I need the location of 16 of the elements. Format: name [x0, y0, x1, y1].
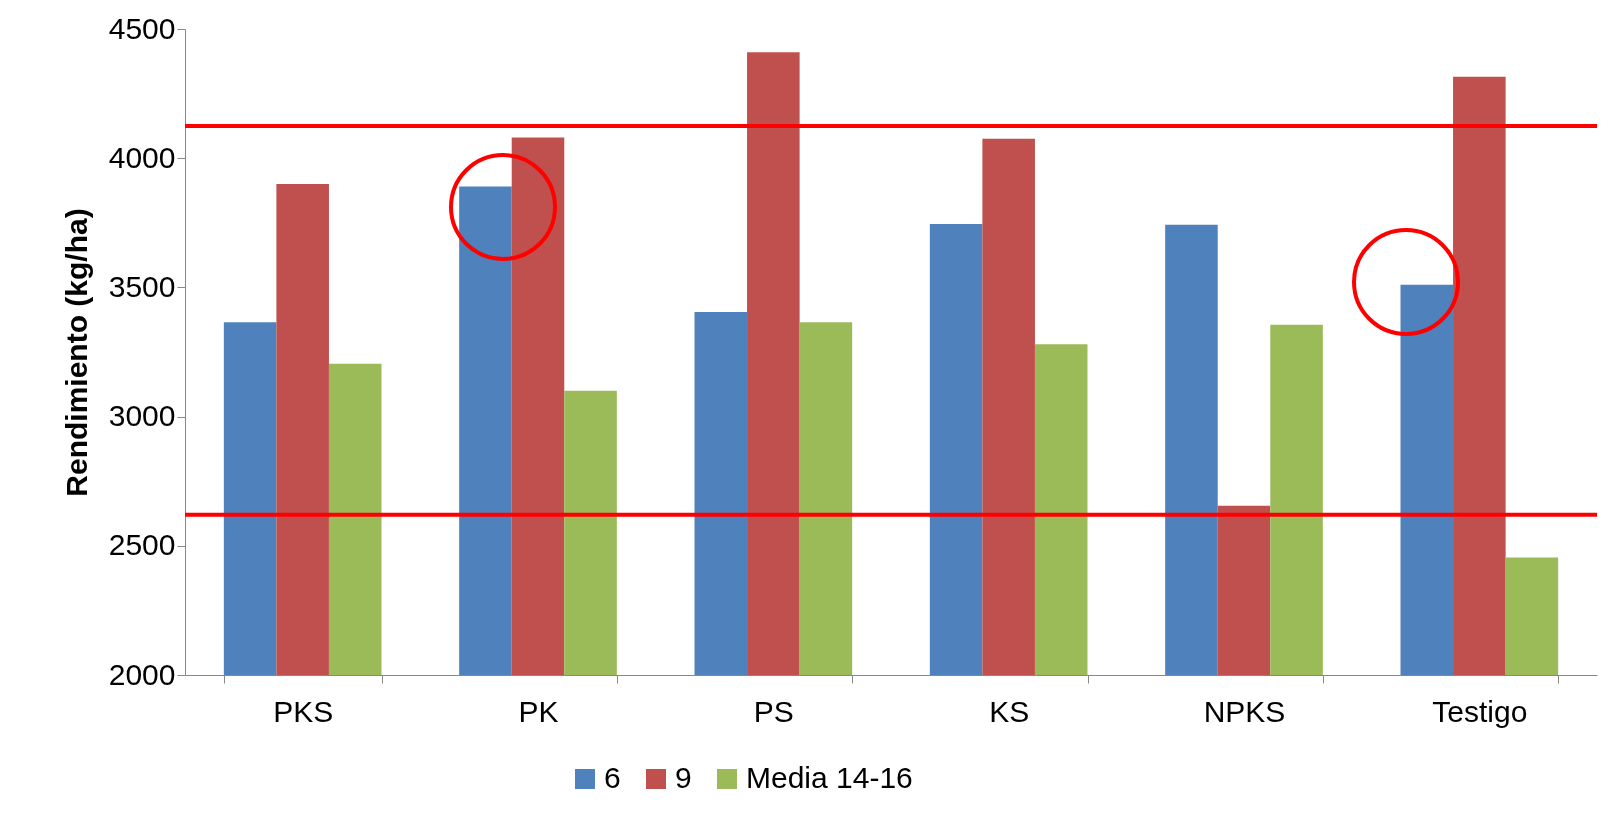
y-tick-label: 4500: [108, 11, 176, 45]
legend-label: 6: [604, 761, 621, 794]
x-tick-label: PKS: [273, 694, 334, 728]
y-tick-label: 3000: [108, 399, 176, 433]
y-tick-label: 2500: [108, 528, 176, 562]
x-tick-label: KS: [989, 694, 1030, 728]
x-tick-label: Testigo: [1432, 694, 1528, 728]
x-tick-label: PS: [753, 694, 794, 728]
x-tick-label: NPKS: [1203, 694, 1286, 728]
y-tick-label: 3500: [108, 269, 176, 303]
y-axis-title: Rendimiento (kg/ha): [59, 208, 93, 497]
y-tick-label: 2000: [108, 657, 176, 691]
x-tick-label: PK: [518, 694, 559, 728]
legend-label: 9: [675, 761, 692, 794]
legend-label: Media 14-16: [746, 761, 913, 794]
y-tick-label: 4000: [108, 140, 176, 174]
